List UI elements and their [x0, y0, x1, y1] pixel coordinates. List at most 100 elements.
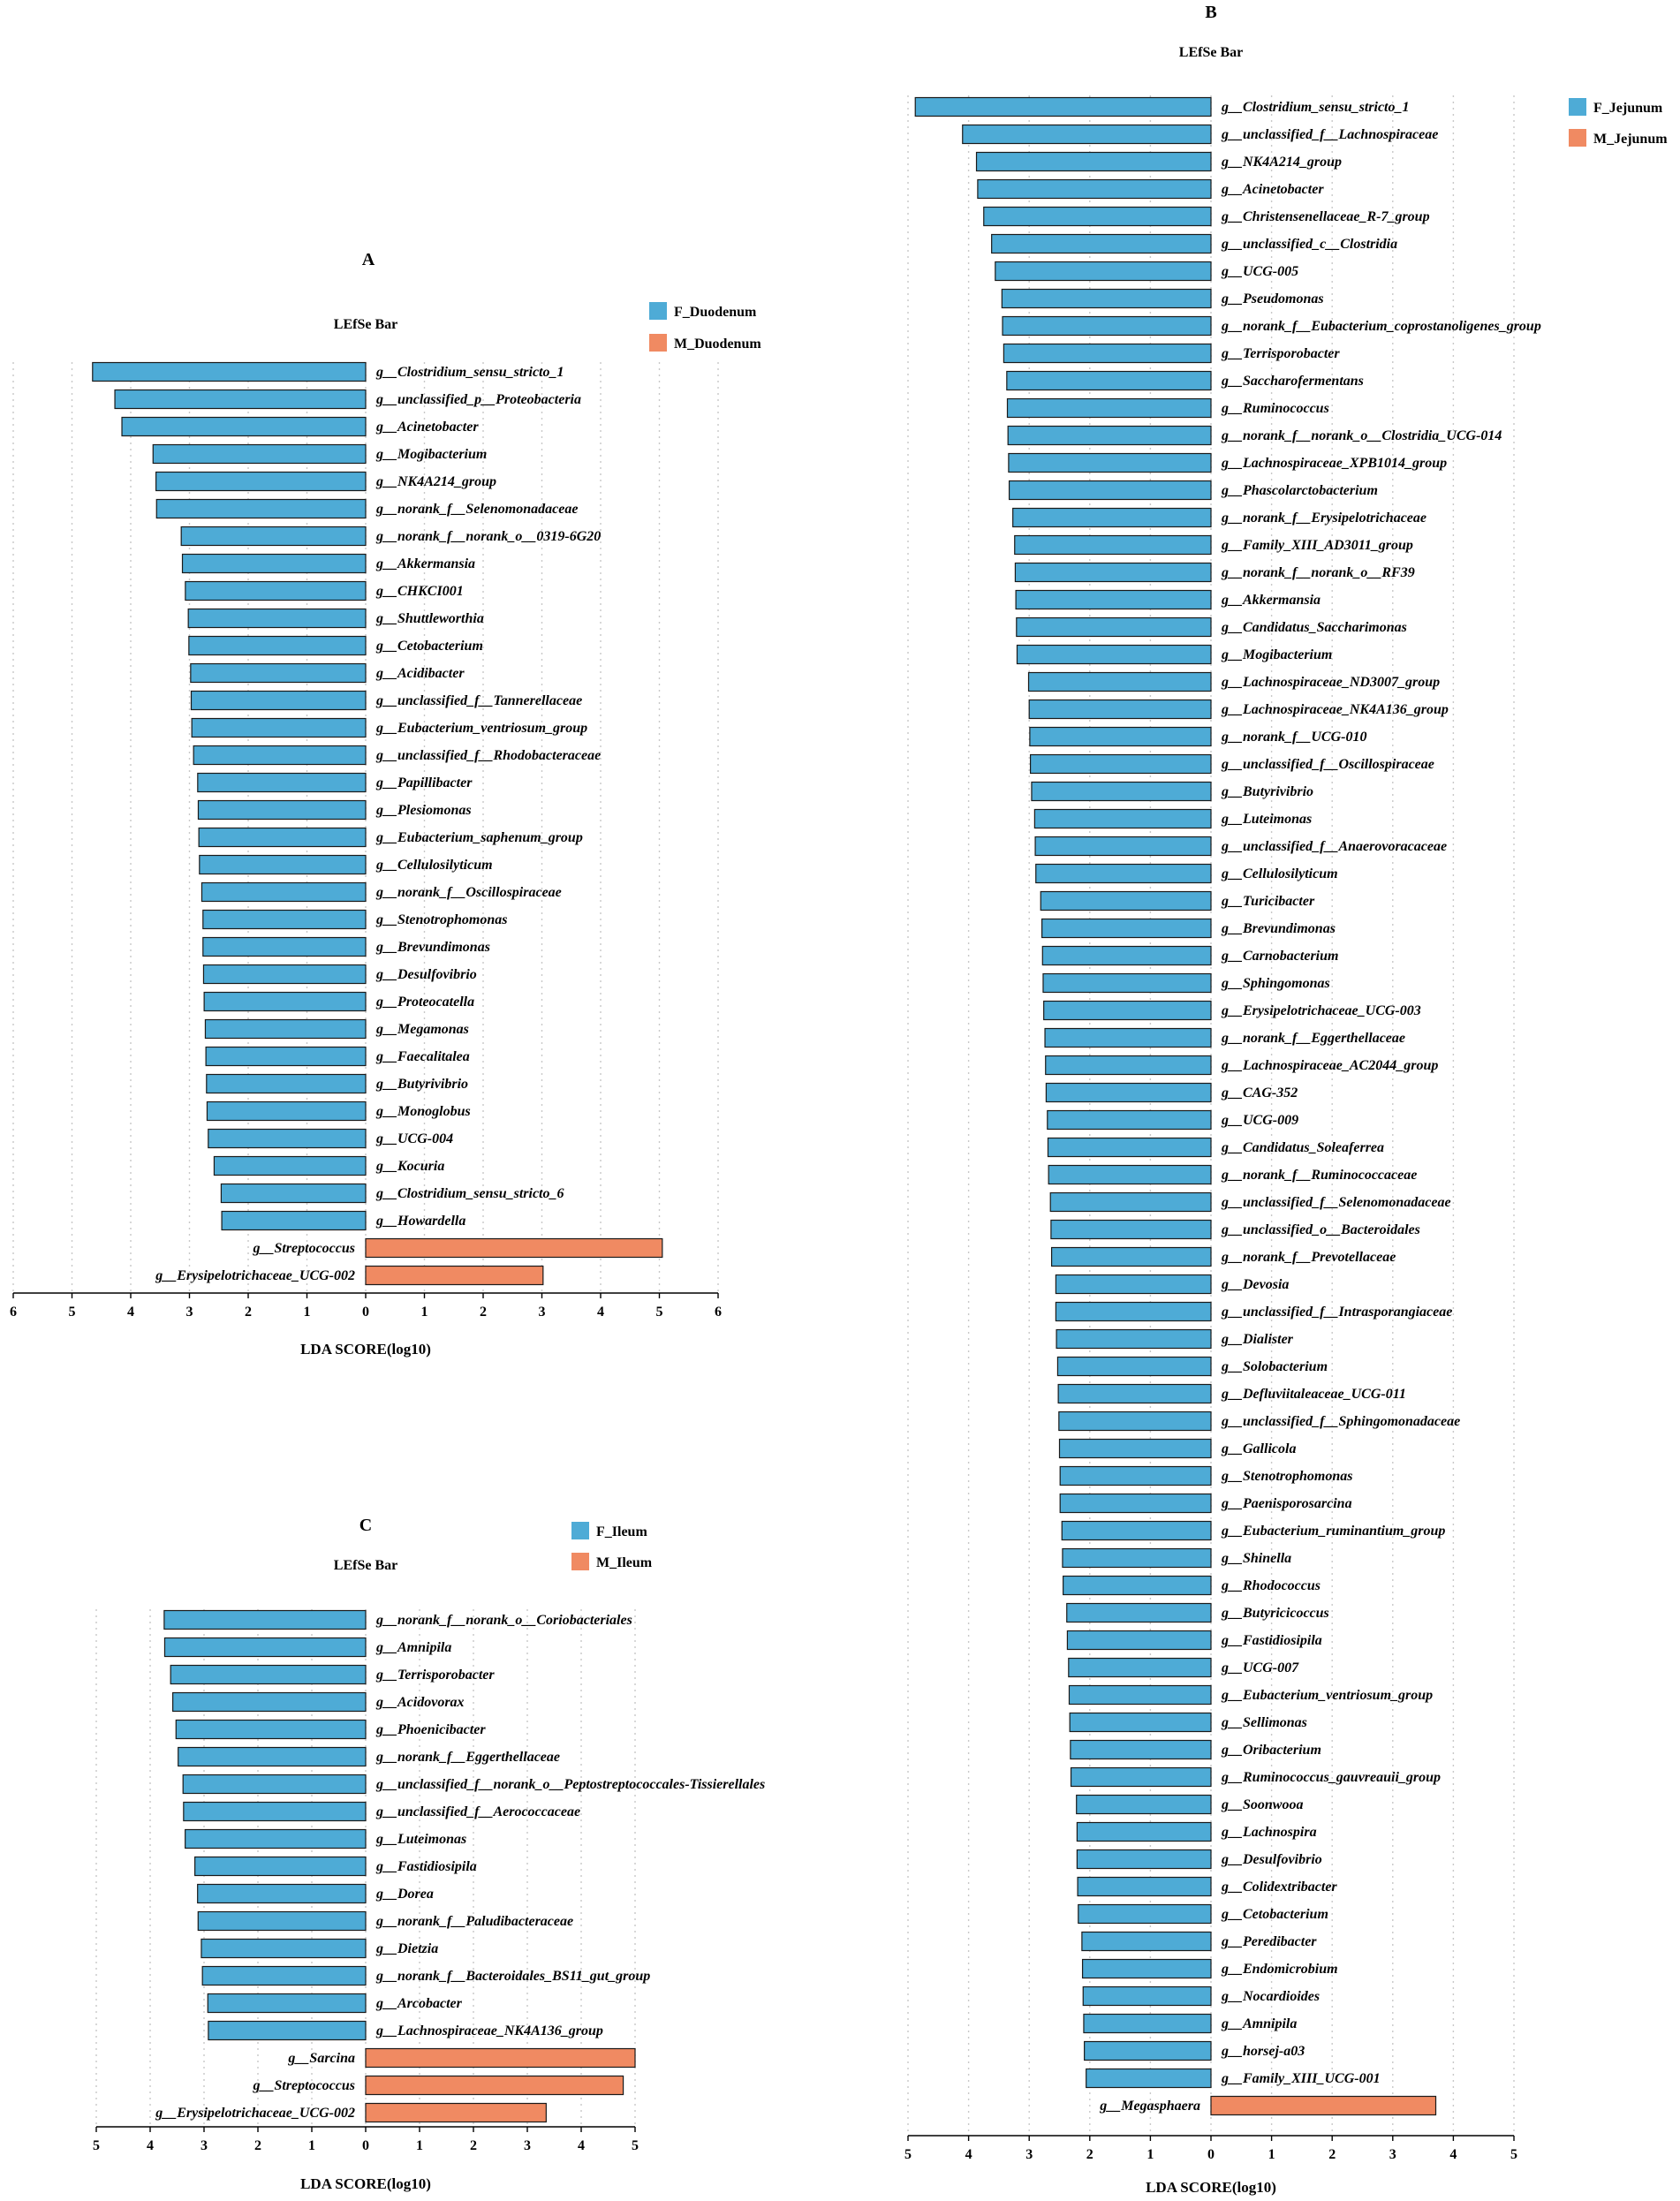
bar-f: [1063, 1575, 1212, 1596]
bar-label: g__UCG-009: [1221, 1113, 1298, 1128]
bar-f: [1044, 1027, 1212, 1048]
bar-label: g__Clostridium_sensu_stricto_1: [375, 365, 564, 380]
bar-f: [1016, 644, 1212, 665]
bar-label: g__Butyrivibrio: [1221, 784, 1313, 799]
bar-label: g__Sellimonas: [1221, 1715, 1307, 1730]
bar-f: [1003, 343, 1212, 364]
bar-f: [1058, 1438, 1212, 1459]
bar-label: g__Lachnospiraceae_NK4A136_group: [375, 2023, 603, 2038]
bar-label: g__unclassified_f__norank_o__Peptostrept…: [375, 1777, 765, 1792]
bar-label: g__Luteimonas: [1221, 812, 1312, 827]
bar-f: [201, 881, 367, 903]
x-tick-label: 3: [186, 1305, 193, 1320]
bar-f: [1056, 1328, 1212, 1350]
bar-f: [914, 96, 1212, 117]
legend-item: M_Jejunum: [1569, 129, 1668, 147]
legend-item: F_Jejunum: [1569, 98, 1663, 116]
bar-label: g__norank_f__Eubacterium_coprostanoligen…: [1221, 319, 1541, 334]
bar-f: [198, 827, 367, 848]
bar-f: [221, 1210, 367, 1231]
bar-f: [1068, 1684, 1212, 1706]
bar-label: g__Desulfovibrio: [375, 967, 477, 982]
legend-swatch: [1569, 98, 1586, 116]
bar-label: g__Oribacterium: [1221, 1743, 1321, 1758]
bar-label: g__Clostridium_sensu_stricto_1: [1221, 100, 1410, 115]
bar-label: g__Family_XIII_AD3011_group: [1221, 538, 1413, 553]
bar-label: g__Ruminococcus_gauvreauii_group: [1221, 1770, 1441, 1785]
bar-f: [1047, 1109, 1212, 1131]
bar-f: [1069, 1712, 1212, 1733]
bar-label: g__horsej-a03: [1221, 2044, 1305, 2059]
x-tick-label: 3: [201, 2138, 208, 2153]
bar-label: g__Eubacterium_saphenum_group: [375, 830, 583, 845]
legend-label: M_Duodenum: [674, 337, 761, 352]
bar-label: g__Mogibacterium: [1221, 647, 1332, 662]
bar-label: g__Soonwooa: [1221, 1797, 1303, 1812]
bar-label: g__norank_f__norank_o__Clostridia_UCG-01…: [1221, 428, 1502, 443]
bar-f: [1008, 452, 1212, 473]
bar-f: [1042, 972, 1212, 994]
x-tick-label: 3: [1025, 2147, 1033, 2162]
bar-label: g__Kocuria: [375, 1159, 444, 1174]
bar-label: g__Acinetobacter: [375, 420, 479, 435]
bar-f: [1076, 1794, 1212, 1815]
legend-swatch: [649, 334, 667, 352]
panel-letter: B: [1205, 3, 1216, 22]
x-tick-label: 5: [904, 2147, 912, 2162]
bar-f: [1077, 1876, 1212, 1897]
bar-label: g__Clostridium_sensu_stricto_6: [375, 1186, 564, 1201]
bar-label: g__Lachnospiraceae_NK4A136_group: [1221, 702, 1449, 717]
bar-f: [1045, 1055, 1212, 1076]
bar-label: g__Dorea: [375, 1887, 434, 1902]
bar-f: [1066, 1602, 1212, 1623]
bar-label: g__Cetobacterium: [375, 639, 483, 654]
bar-label: g__Colidextribacter: [1221, 1880, 1337, 1895]
bar-f: [197, 1910, 367, 1932]
bar-label: g__Acinetobacter: [1221, 182, 1324, 197]
bar-label: g__Gallicola: [1221, 1441, 1296, 1456]
bar-label: g__Pseudomonas: [1221, 291, 1324, 306]
bar-f: [178, 1746, 367, 1767]
bar-label: g__Lachnospiraceae_AC2044_group: [1221, 1058, 1438, 1073]
x-tick-label: 5: [93, 2138, 100, 2153]
x-tick-label: 1: [1268, 2147, 1275, 2162]
panel-letter: A: [362, 250, 375, 269]
bar-f: [155, 471, 367, 492]
bar-f: [1034, 836, 1212, 857]
bar-f: [152, 443, 367, 465]
bar-label: g__Cellulosilyticum: [1221, 866, 1338, 881]
legend-label: M_Jejunum: [1593, 132, 1668, 147]
bar-f: [1057, 1383, 1212, 1404]
bar-f: [1058, 1411, 1212, 1432]
bar-f: [114, 389, 367, 410]
bar-f: [181, 553, 367, 574]
bar-f: [172, 1691, 367, 1713]
bar-label: g__norank_f__Paludibacteraceae: [375, 1914, 573, 1929]
bar-f: [197, 772, 367, 793]
bar-f: [191, 717, 367, 738]
chart-title: LEfSe Bar: [334, 1558, 397, 1573]
bar-label: g__Solobacterium: [1221, 1359, 1328, 1374]
bar-label: g__norank_f__UCG-010: [1221, 730, 1366, 745]
bar-label: g__Cetobacterium: [1221, 1907, 1328, 1922]
bar-label: g__Lachnospiraceae_ND3007_group: [1221, 675, 1440, 690]
bar-label: g__unclassified_c__Clostridia: [1221, 237, 1397, 252]
x-tick-label: 3: [539, 1305, 546, 1320]
bar-label: g__unclassified_f__Sphingomonadaceae: [1221, 1414, 1460, 1429]
bar-label: g__Shuttleworthia: [375, 611, 484, 626]
bar-f: [1062, 1547, 1212, 1569]
bar-label: g__Nocardioides: [1221, 1989, 1320, 2004]
bar-label: g__Shinella: [1221, 1551, 1291, 1566]
bar-label: g__Acidovorax: [375, 1695, 465, 1710]
bar-label: g__UCG-007: [1221, 1660, 1299, 1675]
x-tick-label: 1: [1146, 2147, 1154, 2162]
legend-label: M_Ileum: [596, 1555, 653, 1570]
bar-label: g__Cellulosilyticum: [375, 858, 493, 873]
bar-f: [1055, 1301, 1212, 1322]
bar-label: g__Candidatus_Soleaferrea: [1221, 1140, 1384, 1155]
bar-f: [1086, 2068, 1212, 2089]
bar-f: [1008, 480, 1212, 501]
bar-label: g__Papillibacter: [375, 775, 473, 790]
x-tick-label: 0: [362, 1305, 369, 1320]
x-tick-label: 4: [965, 2147, 972, 2162]
